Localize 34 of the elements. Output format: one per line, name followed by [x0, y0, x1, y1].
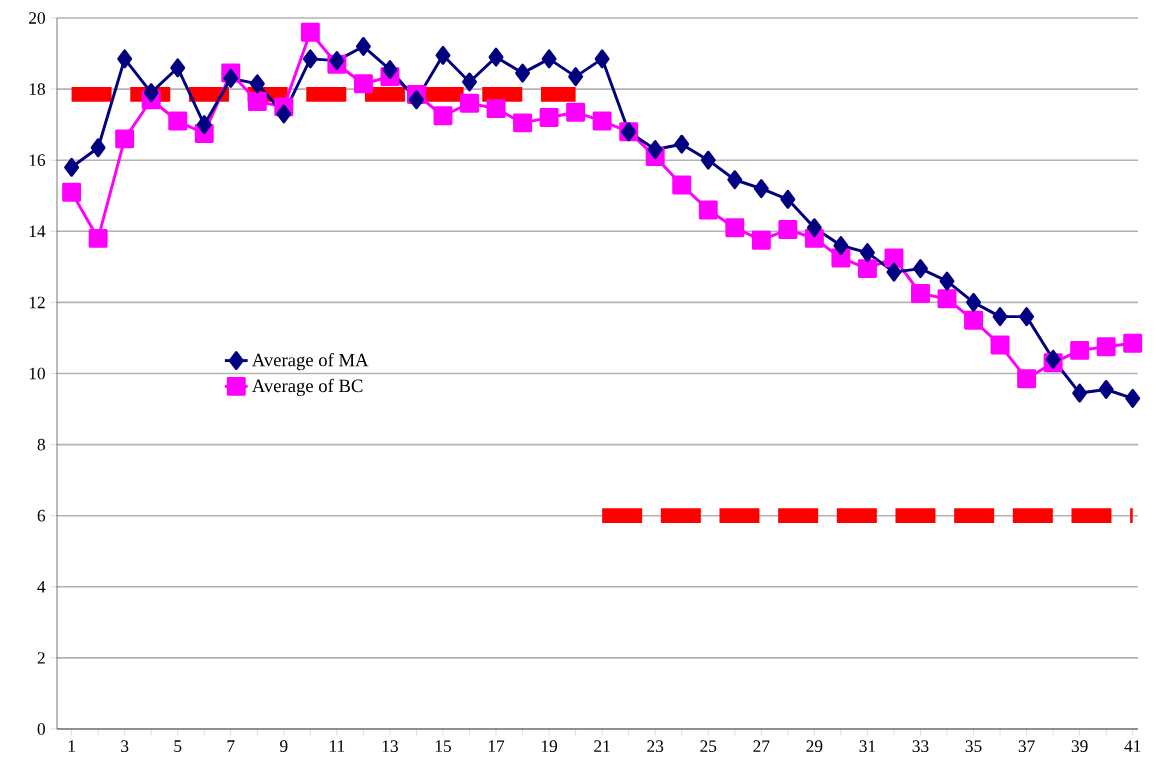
y-tick-label: 0: [37, 723, 45, 735]
x-tick-label: 29: [806, 740, 823, 753]
x-tick-label: 39: [1071, 740, 1088, 753]
x-tick-label: 31: [859, 740, 876, 753]
x-tick-label: 5: [174, 740, 182, 752]
x-tick-label: 25: [700, 740, 717, 753]
x-tick-label: 13: [382, 740, 398, 753]
x-tick-label: 27: [753, 740, 770, 752]
x-tick-label: 33: [912, 740, 929, 753]
y-tick-label: 2: [37, 652, 45, 664]
x-tick-label: 17: [488, 740, 505, 752]
y-tick-label: 20: [29, 12, 45, 24]
x-tick-label: 19: [541, 740, 558, 753]
x-tick-label: 23: [647, 740, 664, 753]
y-tick-label: 8: [37, 438, 45, 451]
y-tick-label: 18: [29, 83, 45, 95]
x-tick-label: 35: [965, 740, 982, 753]
x-tick-label: 41: [1124, 740, 1141, 752]
x-tick-label: 37: [1018, 740, 1035, 753]
y-tick-label: 16: [29, 154, 46, 167]
y-tick-label: 10: [29, 367, 45, 380]
x-tick-label: 1: [68, 740, 75, 752]
x-tick-label: 9: [280, 740, 288, 753]
x-tick-label: 7: [227, 740, 235, 752]
y-tick-label: 12: [29, 296, 45, 309]
y-tick-label: 4: [37, 581, 46, 593]
legend-label: Average of MA: [251, 353, 369, 371]
x-tick-label: 21: [594, 740, 610, 752]
x-tick-label: 15: [435, 740, 451, 752]
legend-label: Average of BC: [251, 378, 363, 396]
x-tick-label: 3: [121, 740, 129, 753]
x-tick-label: 11: [330, 740, 345, 752]
y-tick-label: 6: [37, 509, 46, 522]
y-tick-label: 14: [29, 225, 46, 238]
